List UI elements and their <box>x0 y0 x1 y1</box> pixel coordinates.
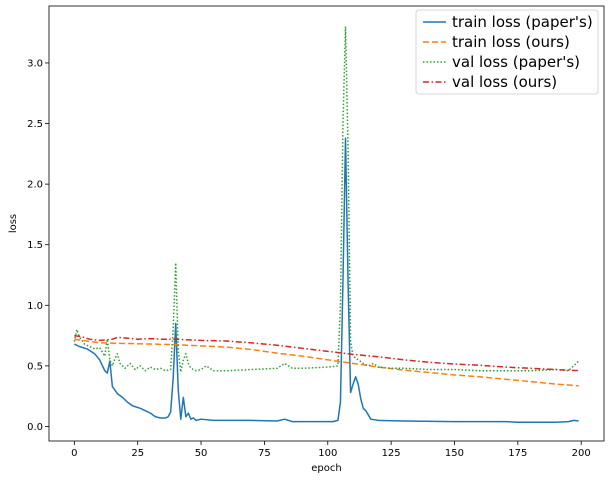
series-line-4 <box>74 334 579 372</box>
x-tick-label: 0 <box>71 448 77 459</box>
series-line-3 <box>73 25 580 373</box>
x-axis: 0 25 50 75 100 125 150 175 200 <box>71 441 591 459</box>
legend-label: train loss (ours) <box>452 33 570 51</box>
legend: train loss (paper's) train loss (ours) val… <box>415 9 599 95</box>
x-tick-label: 100 <box>318 448 337 459</box>
y-tick-label: 2.5 <box>27 119 43 130</box>
x-tick-label: 200 <box>572 448 591 459</box>
x-tick-label: 50 <box>195 448 208 459</box>
y-tick-label: 0.5 <box>27 361 43 372</box>
plot-frame <box>48 5 605 442</box>
x-tick-label: 75 <box>258 448 271 459</box>
x-tick-label: 25 <box>131 448 144 459</box>
y-tick-label: 1.0 <box>27 301 43 312</box>
y-tick-label: 1.5 <box>27 240 43 251</box>
y-axis: 0.0 0.5 1.0 1.5 2.0 2.5 3.0 <box>27 58 49 433</box>
legend-box <box>415 9 599 95</box>
x-tick-label: 125 <box>382 448 401 459</box>
legend-label: train loss (paper's) <box>452 13 593 31</box>
y-tick-label: 2.0 <box>27 180 43 191</box>
x-axis-label: epoch <box>311 463 341 474</box>
series-line-1 <box>74 137 579 423</box>
series-line-2 <box>74 338 579 387</box>
y-tick-label: 0.0 <box>27 422 43 433</box>
x-tick-label: 150 <box>445 448 464 459</box>
legend-label: val loss (paper's) <box>452 53 580 71</box>
y-axis-label: loss <box>8 214 19 233</box>
x-tick-label: 175 <box>508 448 527 459</box>
legend-label: val loss (ours) <box>452 73 557 91</box>
y-tick-label: 3.0 <box>27 58 43 69</box>
series-layer <box>73 25 580 423</box>
